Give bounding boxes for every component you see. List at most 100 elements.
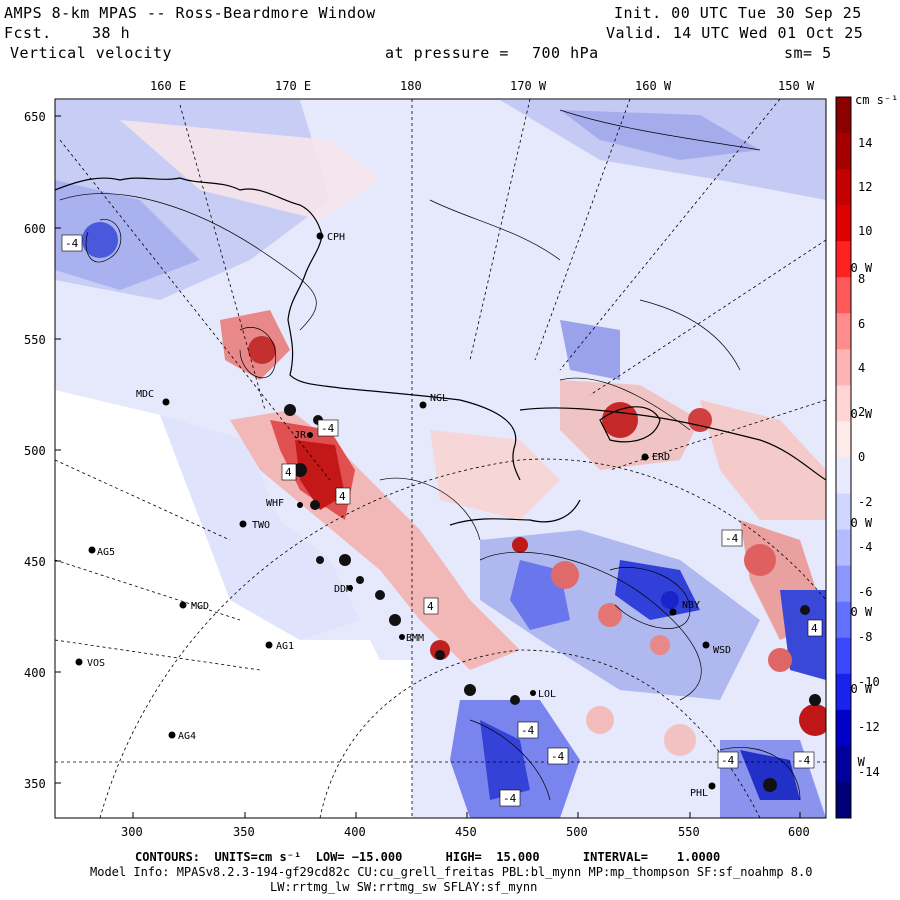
top-longitude-labels: 160 E 170 E 180 170 W 160 W 150 W bbox=[150, 79, 815, 93]
svg-text:DDM: DDM bbox=[334, 584, 352, 595]
colorbar-swatch bbox=[836, 601, 851, 639]
x-axis-labels: 300 350 400 450 500 550 600 bbox=[121, 825, 810, 839]
station-ngl: NGL bbox=[419, 393, 448, 409]
svg-text:NGL: NGL bbox=[430, 393, 448, 404]
y-tick-label: 550 bbox=[24, 333, 46, 347]
station-ddm: DDM bbox=[334, 584, 353, 595]
colorbar-swatch bbox=[836, 313, 851, 350]
colorbar-swatch bbox=[836, 745, 851, 783]
station-erd: ERD bbox=[641, 452, 670, 463]
colorbar-swatch bbox=[836, 349, 851, 386]
colorbar-swatch bbox=[836, 781, 851, 819]
x-tick-label: 600 bbox=[788, 825, 810, 839]
x-tick-label: 400 bbox=[344, 825, 366, 839]
colorbar-label: 8 bbox=[858, 272, 865, 286]
station-phl: PHL bbox=[690, 782, 716, 799]
station-wsd: WSD bbox=[702, 641, 731, 656]
svg-text:ERD: ERD bbox=[652, 452, 670, 463]
longitude-label: 150 W bbox=[778, 79, 815, 93]
svg-text:AG5: AG5 bbox=[97, 547, 115, 558]
physics-info: LW:rrtmg_lw SW:rrtmg_sw SFLAY:sf_mynn bbox=[270, 880, 538, 894]
colorbar-label: -12 bbox=[858, 720, 880, 734]
y-axis-labels: 650 600 550 500 450 400 350 bbox=[24, 110, 46, 791]
valid-time: Valid. 14 UTC Wed 01 Oct 25 bbox=[606, 24, 864, 42]
colorbar-swatch bbox=[836, 169, 851, 206]
longitude-label: 160 E bbox=[150, 79, 186, 93]
y-tick-label: 650 bbox=[24, 110, 46, 124]
longitude-label: 160 W bbox=[635, 79, 672, 93]
colorbar-label: 4 bbox=[858, 361, 865, 375]
colorbar-label: 6 bbox=[858, 317, 865, 331]
svg-text:BMM: BMM bbox=[406, 633, 424, 644]
colorbar-swatch bbox=[836, 457, 851, 495]
station-vos: VOS bbox=[75, 658, 105, 669]
svg-text:WSD: WSD bbox=[713, 645, 731, 656]
svg-text:WHF: WHF bbox=[266, 498, 284, 509]
contour-label: -4 bbox=[65, 237, 79, 250]
colorbar-swatch bbox=[836, 97, 851, 134]
x-tick-label: 350 bbox=[233, 825, 255, 839]
axis-ticks bbox=[55, 115, 801, 818]
contour-label: -4 bbox=[725, 532, 739, 545]
smoothing-value: sm= 5 bbox=[784, 44, 832, 62]
x-tick-label: 450 bbox=[455, 825, 477, 839]
svg-text:MGD: MGD bbox=[191, 601, 209, 612]
contour-info: CONTOURS: UNITS=cm s⁻¹ LOW= −15.000 HIGH… bbox=[135, 850, 721, 864]
svg-text:JR: JR bbox=[294, 430, 307, 441]
contour-label: -4 bbox=[521, 724, 535, 737]
station-mgd: MGD bbox=[179, 601, 209, 612]
contour-label: -4 bbox=[321, 422, 335, 435]
vertical-velocity-field bbox=[55, 99, 826, 818]
station-cph: CPH bbox=[316, 232, 345, 243]
colorbar-label: -8 bbox=[858, 630, 872, 644]
station-mdc: MDC bbox=[136, 389, 170, 406]
colorbar-frame bbox=[835, 96, 852, 819]
colorbar bbox=[835, 96, 852, 819]
colorbar-label: -2 bbox=[858, 495, 872, 509]
x-tick-label: 500 bbox=[566, 825, 588, 839]
init-time: Init. 00 UTC Tue 30 Sep 25 bbox=[614, 4, 862, 22]
colorbar-swatch bbox=[836, 421, 851, 458]
contour-label: 4 bbox=[811, 622, 818, 635]
contour-label: 4 bbox=[427, 600, 434, 613]
y-tick-label: 600 bbox=[24, 222, 46, 236]
station-lol: LOL bbox=[530, 689, 556, 700]
svg-text:NBY: NBY bbox=[682, 600, 700, 611]
station-two: TWO bbox=[239, 520, 270, 531]
map-frame bbox=[54, 98, 827, 819]
colorbar-swatch bbox=[836, 385, 851, 422]
station-ag4: AG4 bbox=[168, 731, 196, 742]
pressure-label: at pressure = bbox=[385, 44, 509, 62]
colorbar-label: 12 bbox=[858, 180, 872, 194]
colorbar-swatch bbox=[836, 637, 851, 675]
station-bmm: BMM bbox=[399, 633, 424, 644]
x-tick-label: 550 bbox=[678, 825, 700, 839]
colorbar-label: 2 bbox=[858, 405, 865, 419]
model-info: Model Info: MPASv8.2.3-194-gf29cd82c CU:… bbox=[90, 865, 813, 879]
contour-label: -4 bbox=[551, 750, 565, 763]
station-ag1: AG1 bbox=[265, 641, 294, 652]
pressure-value: 700 hPa bbox=[532, 44, 599, 62]
colorbar-label: 0 bbox=[858, 450, 865, 464]
graticule bbox=[55, 99, 826, 818]
colorbar-swatch bbox=[836, 277, 851, 314]
forecast-hour: 38 h bbox=[92, 24, 131, 42]
y-tick-label: 500 bbox=[24, 444, 46, 458]
colorbar-swatch bbox=[836, 241, 851, 278]
svg-text:CPH: CPH bbox=[327, 232, 345, 243]
svg-text:MDC: MDC bbox=[136, 389, 154, 400]
contour-label: 4 bbox=[339, 490, 346, 503]
colorbar-swatch bbox=[836, 565, 851, 603]
station-nby: NBY bbox=[669, 600, 700, 616]
station-jr: JR bbox=[294, 430, 313, 441]
colorbar-label: -6 bbox=[858, 585, 872, 599]
svg-text:LOL: LOL bbox=[538, 689, 556, 700]
svg-text:VOS: VOS bbox=[87, 658, 105, 669]
contour-label: -4 bbox=[503, 792, 517, 805]
variable-name: Vertical velocity bbox=[10, 44, 173, 62]
y-tick-label: 400 bbox=[24, 666, 46, 680]
svg-text:PHL: PHL bbox=[690, 788, 708, 799]
y-tick-label: 450 bbox=[24, 555, 46, 569]
station-ag5: AG5 bbox=[88, 546, 115, 558]
